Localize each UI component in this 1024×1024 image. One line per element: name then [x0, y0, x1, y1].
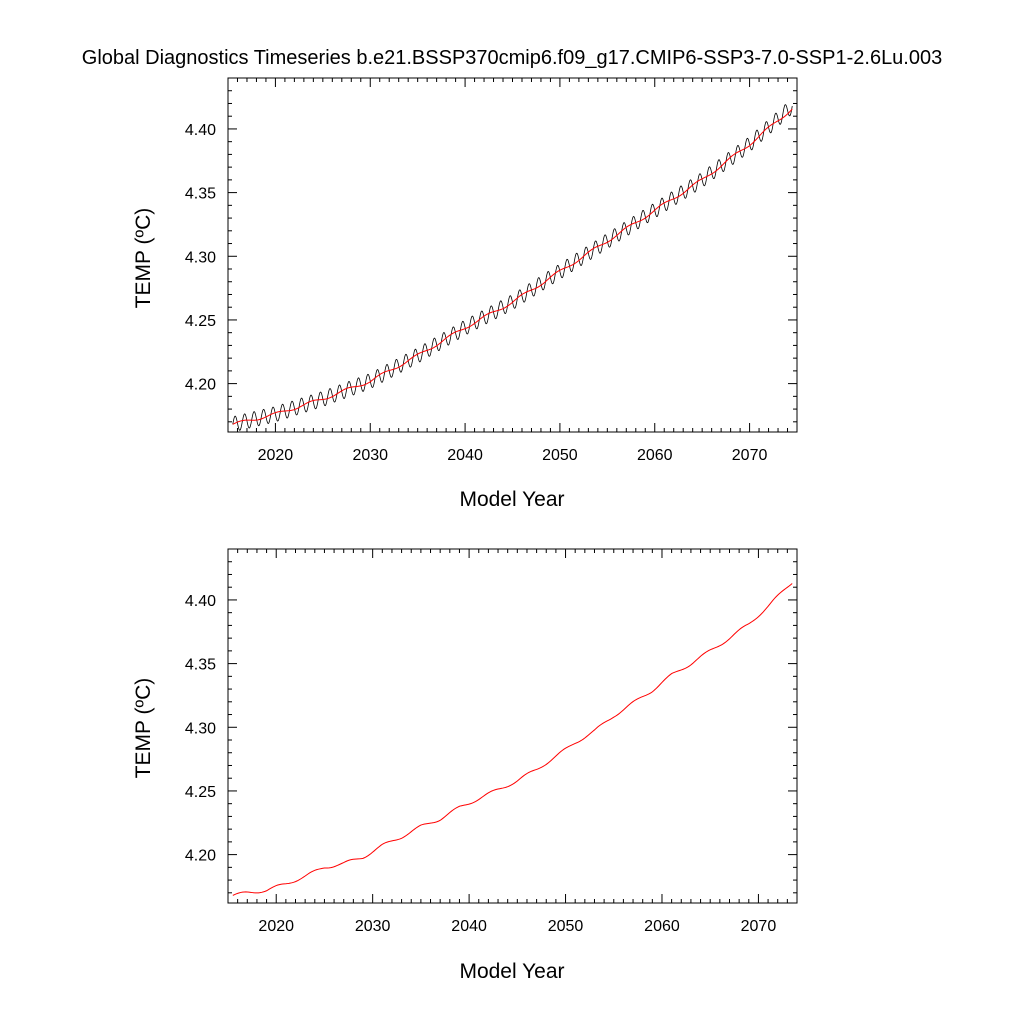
bottom-axes: 2020 2030 2040 2050 2060 2070 4.20 4.25 4.30 4.35…: [185, 548, 798, 935]
x-tick-label: 2070: [741, 918, 777, 935]
top-axes: 2020 2030 2040 2050 2060 2070 4.20 4.25 4.30 4.35…: [185, 77, 798, 464]
x-tick-label: 2050: [548, 918, 584, 935]
y-tick-label: 4.20: [185, 377, 216, 394]
y-tick-label: 4.25: [185, 784, 216, 801]
top-x-axis-label: Model Year: [459, 488, 564, 511]
y-tick-label: 4.30: [185, 249, 216, 266]
top-y-axis-label: TEMP (ºC): [132, 208, 155, 309]
series-line-1: [232, 108, 793, 425]
y-tick-label: 4.30: [185, 720, 216, 737]
y-tick-label: 4.35: [185, 657, 216, 674]
top-timeseries-panel: 2020 2030 2040 2050 2060 2070 4.20 4.25 4.30 4.35…: [132, 77, 798, 511]
plot-frame: [227, 548, 798, 904]
x-tick-label: 2020: [258, 918, 294, 935]
bottom-timeseries-panel: 2020 2030 2040 2050 2060 2070 4.20 4.25 4.30 4.35…: [132, 548, 798, 983]
chart-title: Global Diagnostics Timeseries b.e21.BSSP…: [82, 47, 942, 69]
bottom-plot-area: [232, 583, 793, 896]
top-plot-area: [232, 104, 793, 431]
plot-frame: [227, 77, 798, 433]
y-tick-label: 4.40: [185, 122, 216, 139]
x-tick-label: 2030: [355, 918, 391, 935]
x-tick-label: 2020: [258, 447, 294, 464]
bottom-x-axis-label: Model Year: [459, 960, 564, 983]
series-line-0: [232, 104, 793, 431]
x-tick-label: 2040: [451, 918, 487, 935]
bottom-y-axis-label: TEMP (ºC): [132, 678, 155, 779]
y-tick-label: 4.20: [185, 848, 216, 865]
x-tick-label: 2070: [732, 447, 768, 464]
x-tick-label: 2040: [447, 447, 483, 464]
x-tick-label: 2060: [637, 447, 673, 464]
x-tick-label: 2030: [352, 447, 388, 464]
y-tick-label: 4.40: [185, 593, 216, 610]
y-tick-label: 4.25: [185, 313, 216, 330]
y-tick-label: 4.35: [185, 186, 216, 203]
x-tick-label: 2050: [542, 447, 578, 464]
x-tick-label: 2060: [644, 918, 680, 935]
series-line-0: [232, 583, 793, 896]
